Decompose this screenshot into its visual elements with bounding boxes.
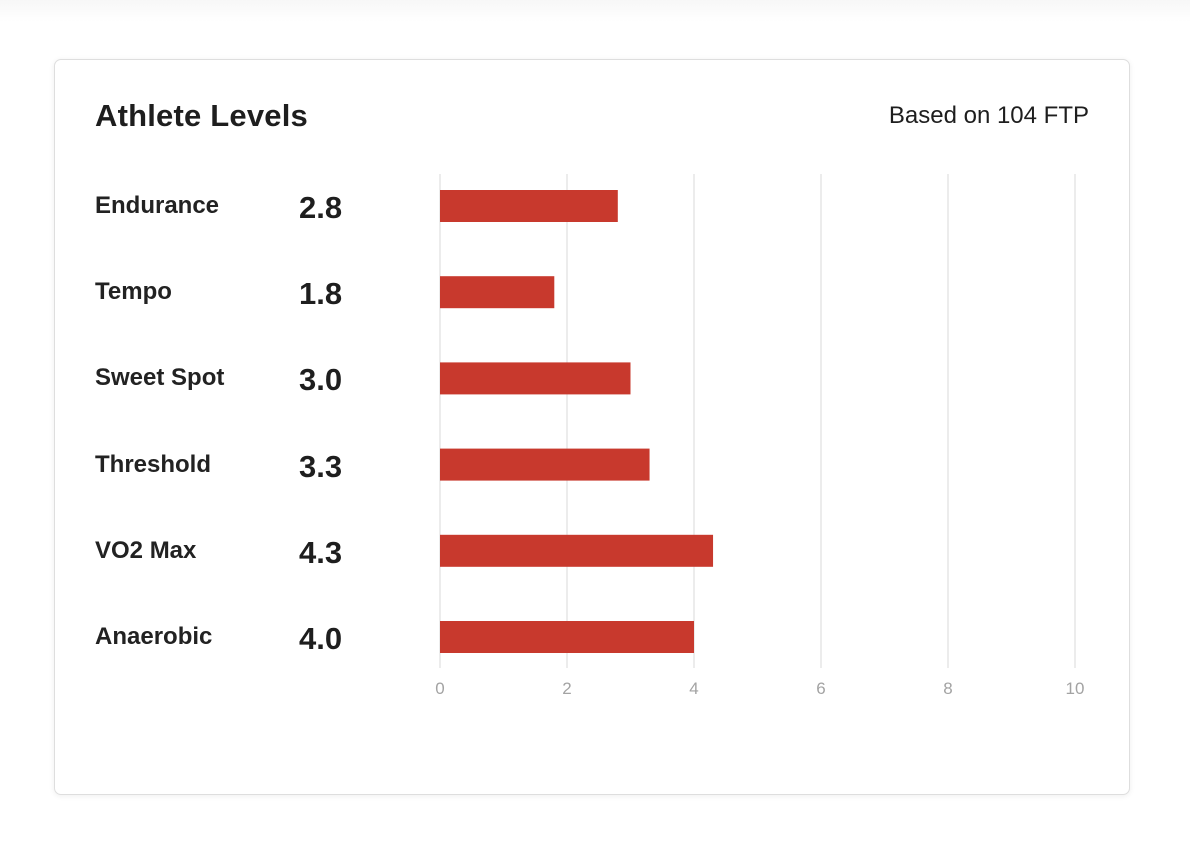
x-tick-label: 8 xyxy=(943,679,952,698)
levels-bar-chart: 0 2 4 6 8 10 xyxy=(435,174,1085,698)
bar-endurance xyxy=(440,190,618,222)
bar-threshold xyxy=(440,448,650,481)
category-label: Anaerobic xyxy=(95,623,213,650)
level-value: 3.0 xyxy=(299,362,343,398)
category-label: Threshold xyxy=(95,450,212,478)
x-tick-label: 4 xyxy=(689,679,698,698)
level-value: 2.8 xyxy=(299,190,343,225)
bar-vo2-max xyxy=(440,534,714,567)
level-value: 4.3 xyxy=(299,534,343,570)
bar-tempo xyxy=(440,276,555,309)
page-background-top xyxy=(0,0,1190,22)
category-label: Sweet Spot xyxy=(95,364,225,392)
category-label: Tempo xyxy=(95,278,172,306)
x-tick-label: 6 xyxy=(816,679,825,698)
card-title: Athlete Levels xyxy=(95,98,308,133)
level-value: 1.8 xyxy=(299,276,343,312)
ftp-basis-label: Based on 104 FTP xyxy=(888,102,1089,129)
x-tick-label: 10 xyxy=(1066,679,1085,698)
bar-anaerobic xyxy=(440,621,694,653)
level-value: 3.3 xyxy=(299,448,343,484)
category-label: Endurance xyxy=(95,192,220,219)
x-tick-label: 2 xyxy=(562,679,571,698)
x-tick-label: 0 xyxy=(435,679,444,698)
athlete-levels-card: Athlete Levels Based on 104 FTP Enduranc… xyxy=(54,59,1130,795)
bar-sweet-spot xyxy=(440,362,631,395)
category-label: VO2 Max xyxy=(95,536,197,564)
level-value: 4.0 xyxy=(299,621,343,656)
